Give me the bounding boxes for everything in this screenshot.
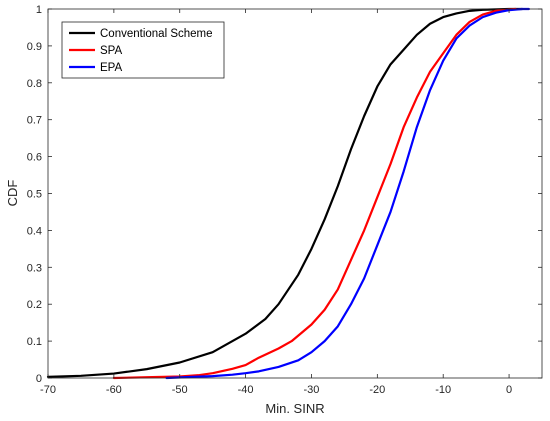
y-tick-label: 0.4 bbox=[27, 225, 42, 237]
legend-label-1: SPA bbox=[100, 45, 122, 57]
y-tick-label: 0.8 bbox=[27, 78, 42, 90]
x-tick-label: -70 bbox=[40, 384, 56, 396]
y-tick-label: 0.3 bbox=[27, 262, 42, 274]
y-tick-label: 0 bbox=[36, 373, 42, 385]
x-tick-label: -60 bbox=[106, 384, 122, 396]
legend: Conventional Scheme SPA EPA bbox=[61, 21, 225, 79]
x-tick-label: -10 bbox=[435, 384, 451, 396]
series-line-1 bbox=[112, 7, 517, 380]
y-tick-label: 0.5 bbox=[27, 189, 42, 201]
x-tick-label: -40 bbox=[238, 384, 254, 396]
y-tick-label: 0.7 bbox=[27, 115, 42, 127]
y-tick-label: 0.1 bbox=[27, 336, 42, 348]
y-tick-label: 0.9 bbox=[27, 41, 42, 53]
y-ticks: 0 0.1 0.2 0.3 0.4 0.5 0.6 0.7 0.8 0.9 1 bbox=[27, 4, 542, 385]
x-ticks: -70 -60 -50 -40 -30 -20 -10 0 bbox=[40, 9, 512, 396]
legend-label-2: EPA bbox=[100, 62, 122, 74]
series-layer bbox=[46, 7, 530, 380]
series-line-2 bbox=[165, 7, 530, 380]
x-axis-label: Min. SINR bbox=[265, 401, 324, 416]
series-line-0 bbox=[46, 7, 524, 378]
x-tick-label: -30 bbox=[304, 384, 320, 396]
y-axis-label: CDF bbox=[5, 180, 20, 207]
x-tick-label: -50 bbox=[172, 384, 188, 396]
y-tick-label: 0.6 bbox=[27, 152, 42, 164]
x-tick-label: 0 bbox=[506, 384, 512, 396]
y-tick-label: 1 bbox=[36, 4, 42, 16]
legend-label-0: Conventional Scheme bbox=[100, 28, 213, 40]
y-tick-label: 0.2 bbox=[27, 299, 42, 311]
x-tick-label: -20 bbox=[369, 384, 385, 396]
